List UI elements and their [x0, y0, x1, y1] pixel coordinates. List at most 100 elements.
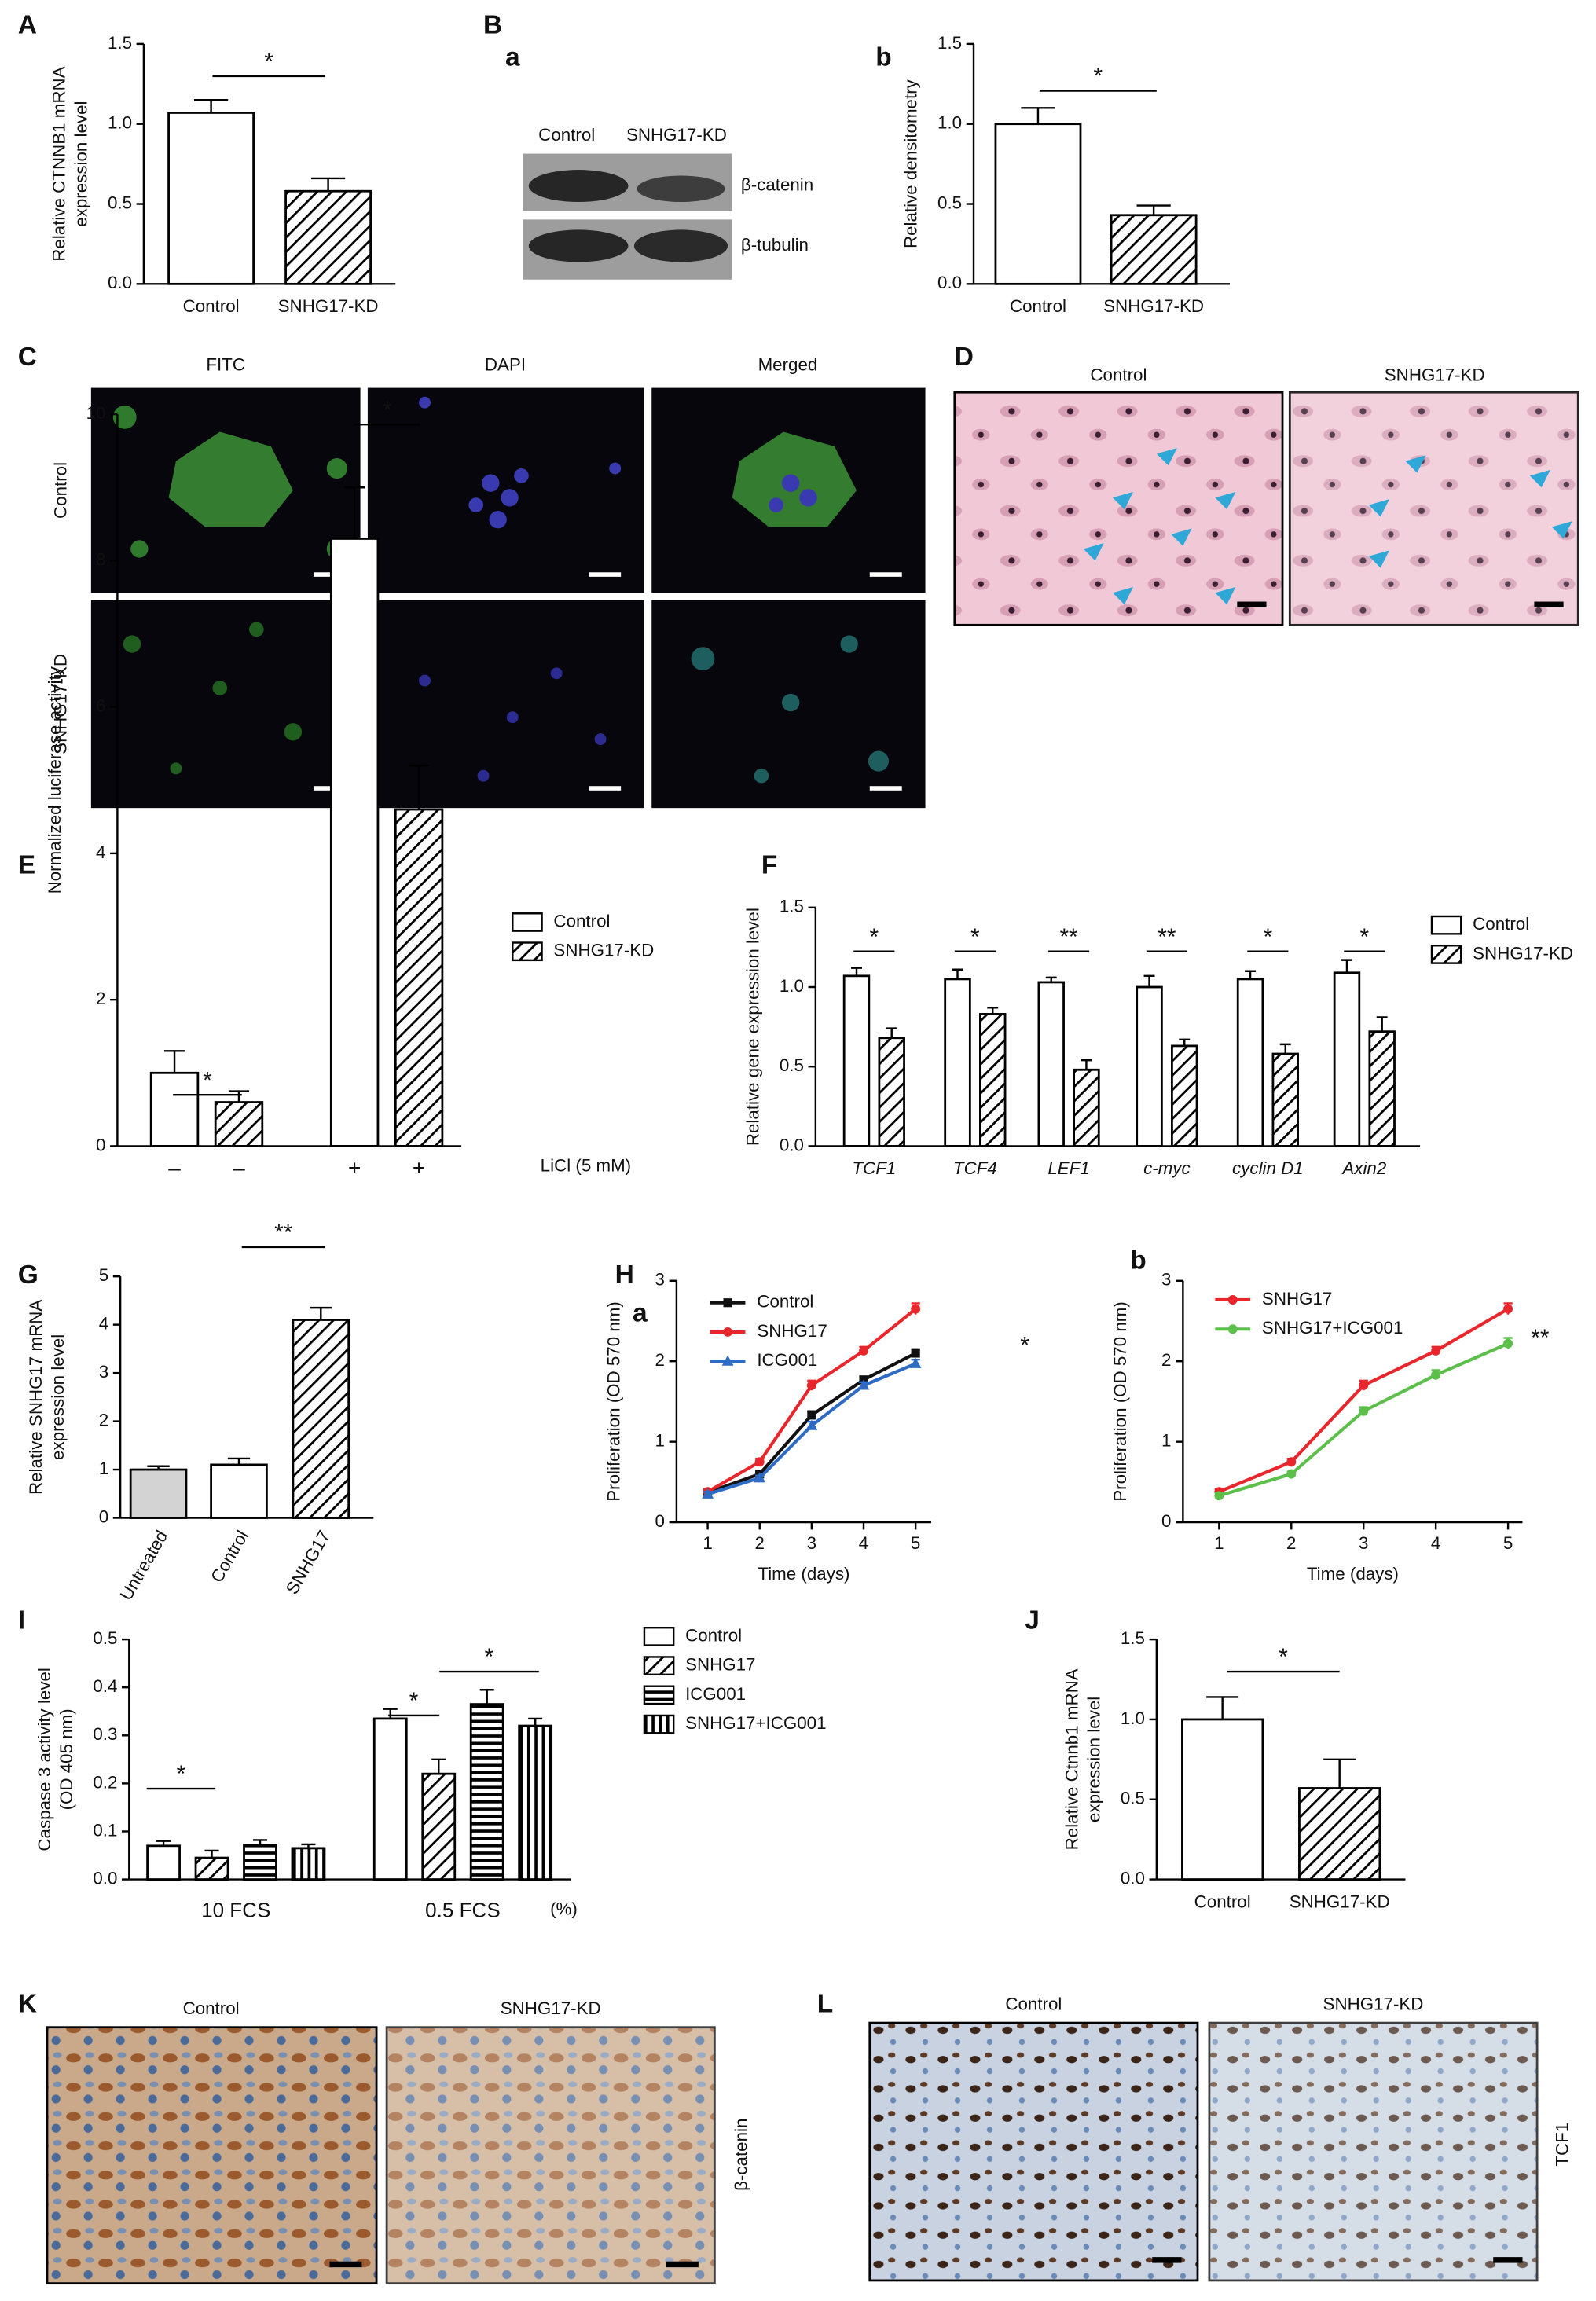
bar — [1271, 1052, 1299, 1147]
significance: * — [1264, 924, 1273, 950]
point — [909, 1357, 922, 1368]
bar — [1136, 985, 1163, 1147]
error-bar — [228, 1090, 250, 1103]
y-tick-label: 1.5 — [1121, 1628, 1145, 1648]
point — [805, 1419, 818, 1430]
y-tick-label: 2 — [99, 1410, 108, 1429]
error-bar — [987, 1007, 999, 1015]
x-tick-label: SNHG17-KD — [1103, 296, 1204, 316]
y-axis-label: Proliferation (OD 570 nm) — [604, 1301, 624, 1502]
significance: * — [409, 1688, 419, 1714]
point — [807, 1411, 816, 1420]
significance: * — [383, 397, 392, 423]
x-tick-label: – — [168, 1156, 181, 1180]
legend-label: ICG001 — [757, 1350, 817, 1370]
error-bar — [252, 1839, 268, 1845]
x-axis-label: LiCl (5 mM) — [541, 1155, 631, 1175]
y-tick-label: 2 — [655, 1350, 665, 1370]
band-label: β-tubulin — [741, 235, 809, 255]
x-tick-label: 4 — [859, 1533, 868, 1553]
legend-label: Control — [685, 1625, 742, 1645]
column-label: Control — [1090, 365, 1147, 385]
significance: ** — [1158, 924, 1176, 950]
error-bar — [479, 1689, 494, 1705]
y-axis-label: (OD 405 nm) — [57, 1708, 76, 1810]
y-tick-label: 1.0 — [108, 113, 132, 133]
error-bar — [1323, 1758, 1356, 1789]
legend-marker — [721, 1355, 734, 1366]
error-bar — [1245, 970, 1257, 979]
legend-label: ICG001 — [685, 1684, 746, 1704]
x-tick-label: + — [348, 1156, 361, 1180]
significance: * — [1279, 1644, 1288, 1670]
x-tick-label: SNHG17-KD — [1290, 1892, 1390, 1911]
x-tick-label: – — [233, 1156, 245, 1180]
fluorescence-images — [90, 387, 926, 809]
bar — [210, 1463, 268, 1519]
error-bar — [163, 1050, 185, 1073]
legend-swatch — [512, 941, 543, 962]
error-bar — [1341, 959, 1352, 973]
error-bar — [431, 1758, 446, 1774]
y-tick-label: 0 — [99, 1506, 108, 1526]
error-bar — [1206, 1696, 1239, 1719]
error-bar — [383, 1708, 398, 1719]
point — [1359, 1406, 1369, 1416]
point — [754, 1472, 766, 1483]
y-tick-label: 0.5 — [937, 193, 962, 212]
error-bar — [886, 1027, 897, 1038]
y-axis-label: expression level — [1084, 1697, 1104, 1822]
point — [1431, 1370, 1441, 1380]
y-tick-label: 0 — [96, 1135, 105, 1154]
x-tick-label: 0.5 FCS — [425, 1898, 501, 1921]
y-tick-label: 0.1 — [93, 1820, 117, 1840]
panel-letter: A — [18, 10, 37, 39]
legend-label: SNHG17+ICG001 — [1262, 1318, 1403, 1338]
y-tick-label: 3 — [1161, 1270, 1171, 1290]
y-tick-label: 0.5 — [780, 1055, 804, 1075]
y-axis-label: Relative CTNNB1 mRNA — [50, 66, 69, 261]
legend-marker — [723, 1327, 733, 1337]
y-axis-label: Relative gene expression level — [743, 908, 763, 1146]
panel-letter: J — [1025, 1606, 1040, 1635]
panel-letter: G — [18, 1261, 39, 1290]
y-tick-label: 4 — [96, 842, 105, 862]
point — [1431, 1345, 1441, 1356]
y-tick-label: 3 — [655, 1270, 665, 1290]
significance: * — [264, 49, 273, 75]
point — [1359, 1380, 1369, 1390]
row-label: Control — [51, 462, 71, 519]
bar — [994, 123, 1082, 285]
y-tick-label: 4 — [99, 1314, 108, 1334]
x-axis-label: (%) — [550, 1899, 578, 1919]
legend-label: Control — [553, 911, 610, 930]
significance: * — [203, 1067, 212, 1093]
point — [911, 1349, 920, 1358]
x-tick-label: Control — [1010, 296, 1066, 316]
error-bar — [1143, 974, 1155, 988]
error-bar — [301, 1843, 316, 1848]
y-tick-label: 1.5 — [780, 897, 804, 916]
bar — [518, 1724, 553, 1881]
error-bar — [1179, 1038, 1191, 1046]
staining-images — [953, 391, 1579, 626]
y-tick-label: 0.0 — [108, 273, 132, 292]
legend-marker — [1227, 1295, 1238, 1305]
bar — [1170, 1044, 1198, 1147]
x-tick-label: 10 FCS — [201, 1898, 270, 1921]
y-tick-label: 6 — [96, 696, 105, 716]
bar — [978, 1013, 1007, 1147]
column-label: Control — [183, 1998, 240, 2018]
significance: ** — [1531, 1325, 1550, 1351]
significance: ** — [274, 1220, 293, 1246]
y-tick-label: 1.0 — [937, 113, 962, 133]
legend-swatch — [643, 1685, 675, 1705]
bar — [243, 1844, 277, 1881]
error-bar — [344, 486, 365, 539]
x-tick-label: Control — [183, 296, 240, 316]
x-tick-label: LEF1 — [1047, 1158, 1089, 1178]
y-tick-label: 0.5 — [1121, 1789, 1145, 1808]
point — [857, 1379, 870, 1390]
